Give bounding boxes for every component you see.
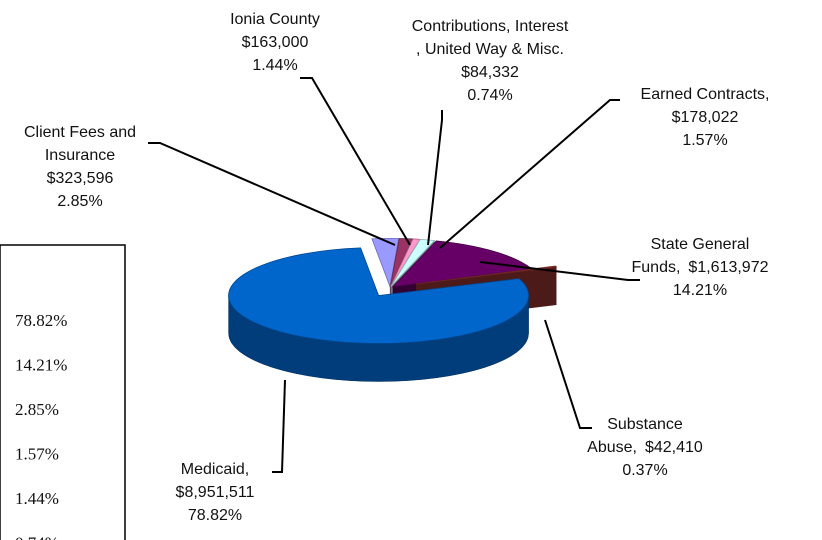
table-cell: 2.85% <box>15 400 59 419</box>
data-label-amount: $163,000 <box>242 34 309 51</box>
leader-lines <box>148 77 640 473</box>
data-label-name: Insurance <box>45 147 115 164</box>
data-label-name-part: , United Way & Misc. <box>416 41 564 58</box>
data-label-name-part: Earned Contracts, <box>641 86 770 103</box>
data-label: 1.57% <box>682 132 727 149</box>
data-label-name: Contributions, Interest <box>412 18 569 35</box>
data-label-name-part: Ionia County <box>230 11 320 28</box>
data-label-name-part: Client Fees and <box>24 124 136 141</box>
pie-tops <box>228 238 558 344</box>
leader-line <box>479 261 640 281</box>
data-label: 0.37% <box>622 462 667 479</box>
leader-line <box>427 110 443 246</box>
data-label-name: State General <box>651 236 750 253</box>
leader-line <box>300 77 411 246</box>
data-label-amount: $323,596 <box>47 170 114 187</box>
table-cell: 14.21% <box>15 355 67 374</box>
table-cell: 78.82% <box>15 311 67 330</box>
data-label-name: Ionia County <box>230 11 320 28</box>
data-label-name: , United Way & Misc. <box>416 41 564 58</box>
leader-line <box>544 319 592 429</box>
slice <box>371 238 400 288</box>
leader-line <box>439 99 620 249</box>
data-label-name: Client Fees and <box>24 124 136 141</box>
data-label-amount: $8,951,511 <box>176 484 255 501</box>
leader-line <box>272 379 286 473</box>
leader-line <box>148 142 396 246</box>
data-label-name: Substance <box>607 416 683 433</box>
slice <box>416 265 558 285</box>
data-label: 1.44% <box>252 57 297 74</box>
legend-box <box>0 244 126 540</box>
data-label-name-part: Funds, <box>632 259 681 276</box>
data-label-name: Abuse, $42,410 <box>587 439 703 456</box>
data-label-amount: $84,332 <box>461 64 519 81</box>
data-label-name-part: Abuse, <box>587 439 637 456</box>
data-label-amount: $178,022 <box>672 109 739 126</box>
table-cell: 1.57% <box>15 444 59 463</box>
data-label-name-part: Insurance <box>45 147 115 164</box>
slice <box>390 238 436 287</box>
slice <box>228 247 529 344</box>
data-label-name-part: Substance <box>607 416 683 433</box>
table-cell: 1.44% <box>15 489 59 508</box>
data-label-name-part: State General <box>651 236 750 253</box>
data-label-name: Funds, $1,613,972 <box>632 259 769 276</box>
slice <box>391 240 533 288</box>
data-label: 2.85% <box>57 193 102 210</box>
data-label-amount: $1,613,972 <box>688 259 768 276</box>
data-label: 78.82% <box>188 507 242 524</box>
data-label-name: Earned Contracts, <box>641 86 770 103</box>
data-label-name-part: Medicaid, <box>181 461 249 478</box>
data-label: 14.21% <box>673 282 727 299</box>
data-label: 0.74% <box>467 87 512 104</box>
data-label-name-part: Contributions, Interest <box>412 18 569 35</box>
table-cell: 0.74% <box>15 533 59 540</box>
data-label-amount: $42,410 <box>645 439 703 456</box>
data-label-name: Medicaid, <box>181 461 249 478</box>
